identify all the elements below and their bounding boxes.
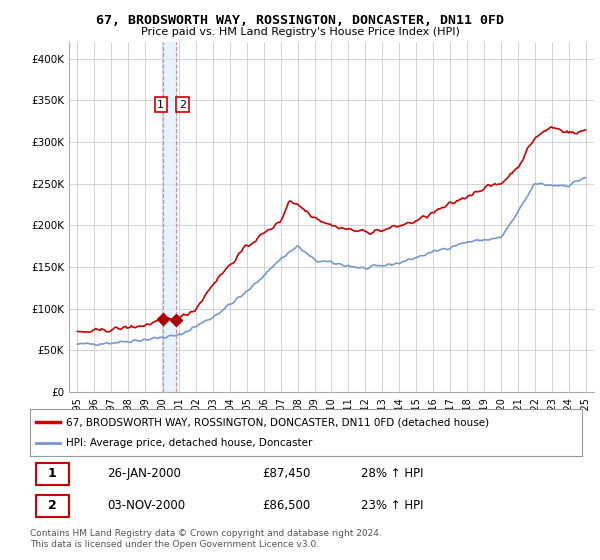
Text: 28% ↑ HPI: 28% ↑ HPI — [361, 468, 424, 480]
Text: 26-JAN-2000: 26-JAN-2000 — [107, 468, 181, 480]
Text: £86,500: £86,500 — [262, 500, 310, 512]
FancyBboxPatch shape — [35, 463, 68, 486]
Text: 1: 1 — [157, 100, 164, 110]
Text: 2: 2 — [179, 100, 186, 110]
Text: 2: 2 — [48, 500, 56, 512]
Bar — [163, 42, 176, 392]
Text: 23% ↑ HPI: 23% ↑ HPI — [361, 500, 424, 512]
Text: Contains HM Land Registry data © Crown copyright and database right 2024.
This d: Contains HM Land Registry data © Crown c… — [30, 529, 382, 549]
FancyBboxPatch shape — [35, 495, 68, 517]
Text: 1: 1 — [48, 468, 56, 480]
Text: 67, BRODSWORTH WAY, ROSSINGTON, DONCASTER, DN11 0FD: 67, BRODSWORTH WAY, ROSSINGTON, DONCASTE… — [96, 14, 504, 27]
Text: Price paid vs. HM Land Registry's House Price Index (HPI): Price paid vs. HM Land Registry's House … — [140, 27, 460, 37]
Text: HPI: Average price, detached house, Doncaster: HPI: Average price, detached house, Donc… — [66, 438, 312, 448]
Text: 67, BRODSWORTH WAY, ROSSINGTON, DONCASTER, DN11 0FD (detached house): 67, BRODSWORTH WAY, ROSSINGTON, DONCASTE… — [66, 417, 489, 427]
Text: £87,450: £87,450 — [262, 468, 310, 480]
Text: 03-NOV-2000: 03-NOV-2000 — [107, 500, 185, 512]
